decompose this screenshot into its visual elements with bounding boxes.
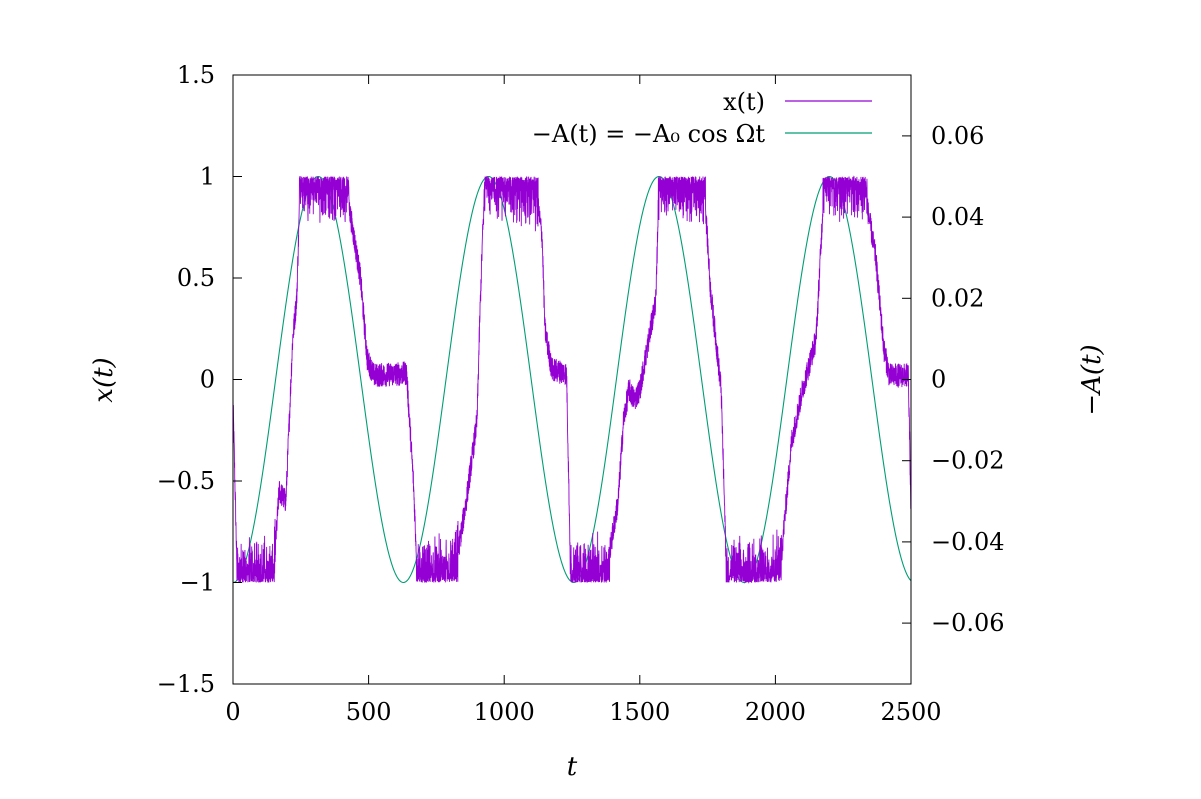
y-axis-label: x(t) — [89, 357, 119, 402]
x-tick-label: 0 — [225, 698, 240, 726]
y2-axis-label: −A(t) — [1077, 344, 1107, 415]
x-tick-label: 2500 — [880, 698, 941, 726]
y-tick-label: −0.5 — [157, 467, 215, 495]
y-tick-label: 0 — [200, 366, 215, 394]
y2-tick-label: −0.06 — [931, 609, 1005, 637]
y2-tick-label: −0.02 — [931, 447, 1005, 475]
legend-label-A: −A(t) = −A₀ cos Ωt — [532, 120, 766, 148]
x-tick-label: 1500 — [609, 698, 670, 726]
legend: x(t) −A(t) = −A₀ cos Ωt — [532, 88, 872, 148]
series-A-line — [232, 175, 912, 584]
plot-lines — [232, 175, 912, 584]
y-tick-label: 1 — [200, 163, 215, 191]
y-tick-label: −1 — [180, 569, 215, 597]
y-tick-label: 1.5 — [177, 61, 215, 89]
legend-label-x: x(t) — [723, 88, 765, 116]
y2-tick-label: 0.06 — [931, 122, 984, 150]
axis-ticks: 0 500 1000 1500 2000 2500 −1.5 −1 −0.5 0 0.5 1 1.5 −0… — [157, 61, 1005, 726]
series-x-line — [232, 175, 912, 584]
y2-tick-label: 0.04 — [931, 203, 984, 231]
x-tick-label: 500 — [346, 698, 392, 726]
plot-frame — [232, 74, 912, 685]
y2-tick-label: 0.02 — [931, 284, 984, 312]
x-tick-label: 1000 — [474, 698, 535, 726]
x-tick-label: 2000 — [745, 698, 806, 726]
x-axis-label: t — [567, 752, 578, 782]
y-tick-label: 0.5 — [177, 264, 215, 292]
y2-tick-label: −0.04 — [931, 528, 1005, 556]
y-tick-label: −1.5 — [157, 670, 215, 698]
y2-tick-label: 0 — [931, 366, 946, 394]
